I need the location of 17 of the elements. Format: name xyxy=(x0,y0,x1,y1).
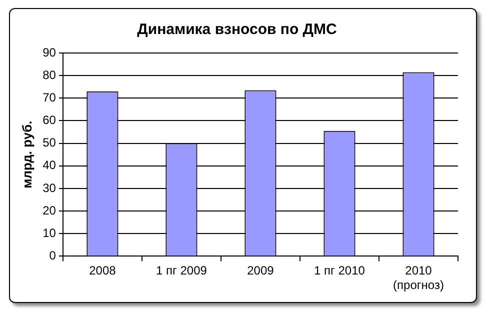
x-tick-label: 2009 xyxy=(247,264,274,278)
chart-title: Динамика взносов по ДМС xyxy=(137,21,337,38)
x-tick-label: 1 пг 2009 xyxy=(156,264,208,278)
y-tick-label: 30 xyxy=(42,180,56,195)
y-tick-label: 50 xyxy=(42,136,56,150)
y-tick-label: 80 xyxy=(42,68,56,82)
y-tick-label: 10 xyxy=(42,226,56,240)
y-tick-label: 70 xyxy=(42,90,56,104)
y-tick-label: 40 xyxy=(42,158,56,172)
x-tick-label: 2008 xyxy=(89,264,116,278)
x-tick-label: 1 пг 2010 xyxy=(314,264,366,278)
y-axis-title: млрд. руб. xyxy=(19,120,34,188)
y-tick-label: 60 xyxy=(42,113,56,128)
y-tick-label: 90 xyxy=(42,45,56,60)
y-tick-label: 20 xyxy=(42,203,56,218)
y-tick-label: 0 xyxy=(49,248,56,263)
x-tick-label: 2010 (прогноз) xyxy=(393,264,444,292)
